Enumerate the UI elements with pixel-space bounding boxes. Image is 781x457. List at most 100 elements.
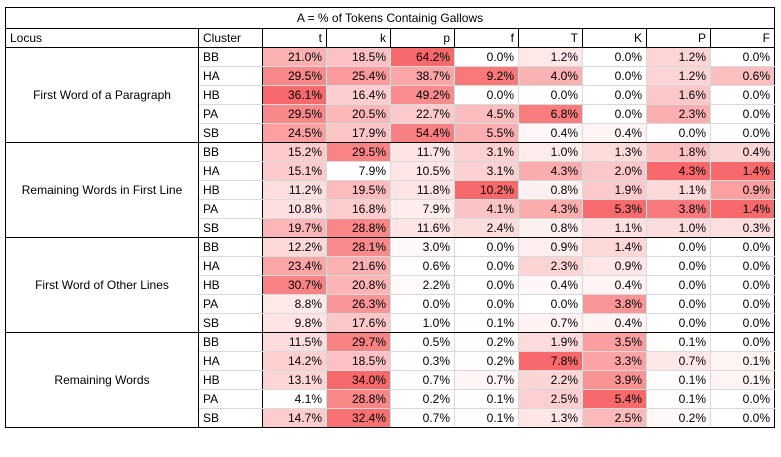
value-cell[interactable]: 0.0% [454, 275, 519, 295]
value-cell[interactable]: 1.3% [518, 408, 583, 428]
value-cell[interactable]: 6.8% [518, 104, 583, 124]
cluster-cell[interactable]: HB [198, 180, 263, 200]
locus-cell[interactable]: First Word of a Paragraph [5, 47, 199, 143]
value-cell[interactable]: 0.1% [454, 389, 519, 409]
value-cell[interactable]: 0.2% [390, 389, 455, 409]
value-cell[interactable]: 0.4% [582, 123, 647, 143]
value-cell[interactable]: 1.3% [582, 142, 647, 162]
value-cell[interactable]: 0.0% [646, 123, 711, 143]
value-cell[interactable]: 0.0% [646, 313, 711, 333]
value-cell[interactable]: 0.6% [710, 66, 775, 86]
header-cluster[interactable]: Cluster [198, 28, 263, 48]
value-cell[interactable]: 9.2% [454, 66, 519, 86]
value-cell[interactable]: 3.9% [582, 370, 647, 390]
value-cell[interactable]: 0.0% [454, 85, 519, 105]
value-cell[interactable]: 2.5% [582, 408, 647, 428]
value-cell[interactable]: 0.0% [646, 275, 711, 295]
value-cell[interactable]: 4.1% [454, 199, 519, 219]
value-cell[interactable]: 1.1% [582, 218, 647, 238]
value-cell[interactable]: 5.3% [582, 199, 647, 219]
value-cell[interactable]: 0.9% [710, 180, 775, 200]
value-cell[interactable]: 0.0% [454, 294, 519, 314]
value-cell[interactable]: 0.4% [582, 275, 647, 295]
value-cell[interactable]: 0.1% [646, 370, 711, 390]
value-cell[interactable]: 0.0% [646, 256, 711, 276]
value-cell[interactable]: 0.7% [390, 408, 455, 428]
value-cell[interactable]: 38.7% [390, 66, 455, 86]
value-cell[interactable]: 0.0% [710, 313, 775, 333]
value-cell[interactable]: 24.5% [262, 123, 327, 143]
value-cell[interactable]: 32.4% [326, 408, 391, 428]
value-cell[interactable]: 2.3% [518, 256, 583, 276]
cluster-cell[interactable]: BB [198, 237, 263, 257]
value-cell[interactable]: 16.4% [326, 85, 391, 105]
value-cell[interactable]: 0.1% [454, 408, 519, 428]
value-cell[interactable]: 0.0% [582, 47, 647, 67]
value-cell[interactable]: 0.0% [518, 294, 583, 314]
value-cell[interactable]: 3.0% [390, 237, 455, 257]
value-cell[interactable]: 0.1% [646, 332, 711, 352]
value-cell[interactable]: 1.9% [582, 180, 647, 200]
value-cell[interactable]: 18.5% [326, 47, 391, 67]
header-col-2[interactable]: p [390, 28, 455, 48]
value-cell[interactable]: 0.0% [710, 332, 775, 352]
cluster-cell[interactable]: SB [198, 123, 263, 143]
value-cell[interactable]: 4.3% [518, 161, 583, 181]
cluster-cell[interactable]: HA [198, 256, 263, 276]
value-cell[interactable]: 2.0% [582, 161, 647, 181]
value-cell[interactable]: 64.2% [390, 47, 455, 67]
value-cell[interactable]: 0.4% [518, 275, 583, 295]
value-cell[interactable]: 1.1% [646, 180, 711, 200]
value-cell[interactable]: 0.0% [710, 47, 775, 67]
value-cell[interactable]: 11.8% [390, 180, 455, 200]
value-cell[interactable]: 2.3% [646, 104, 711, 124]
value-cell[interactable]: 0.0% [710, 275, 775, 295]
value-cell[interactable]: 2.2% [390, 275, 455, 295]
value-cell[interactable]: 3.5% [582, 332, 647, 352]
value-cell[interactable]: 7.9% [390, 199, 455, 219]
value-cell[interactable]: 0.3% [710, 218, 775, 238]
value-cell[interactable]: 2.5% [518, 389, 583, 409]
value-cell[interactable]: 0.0% [710, 256, 775, 276]
value-cell[interactable]: 1.2% [646, 47, 711, 67]
cluster-cell[interactable]: HB [198, 85, 263, 105]
value-cell[interactable]: 0.0% [646, 294, 711, 314]
value-cell[interactable]: 0.7% [518, 313, 583, 333]
value-cell[interactable]: 21.6% [326, 256, 391, 276]
value-cell[interactable]: 3.8% [582, 294, 647, 314]
value-cell[interactable]: 0.0% [582, 104, 647, 124]
value-cell[interactable]: 28.1% [326, 237, 391, 257]
value-cell[interactable]: 4.1% [262, 389, 327, 409]
value-cell[interactable]: 0.0% [454, 237, 519, 257]
cluster-cell[interactable]: HB [198, 370, 263, 390]
value-cell[interactable]: 1.8% [646, 142, 711, 162]
value-cell[interactable]: 19.5% [326, 180, 391, 200]
header-col-7[interactable]: F [710, 28, 775, 48]
value-cell[interactable]: 9.8% [262, 313, 327, 333]
value-cell[interactable]: 18.5% [326, 351, 391, 371]
value-cell[interactable]: 4.3% [646, 161, 711, 181]
value-cell[interactable]: 13.1% [262, 370, 327, 390]
cluster-cell[interactable]: SB [198, 408, 263, 428]
value-cell[interactable]: 11.7% [390, 142, 455, 162]
value-cell[interactable]: 0.2% [454, 332, 519, 352]
value-cell[interactable]: 0.6% [390, 256, 455, 276]
value-cell[interactable]: 29.5% [262, 66, 327, 86]
value-cell[interactable]: 1.0% [646, 218, 711, 238]
value-cell[interactable]: 14.7% [262, 408, 327, 428]
value-cell[interactable]: 26.3% [326, 294, 391, 314]
value-cell[interactable]: 11.6% [390, 218, 455, 238]
value-cell[interactable]: 0.1% [710, 351, 775, 371]
value-cell[interactable]: 1.0% [518, 142, 583, 162]
value-cell[interactable]: 10.5% [390, 161, 455, 181]
value-cell[interactable]: 29.5% [262, 104, 327, 124]
value-cell[interactable]: 25.4% [326, 66, 391, 86]
value-cell[interactable]: 7.9% [326, 161, 391, 181]
value-cell[interactable]: 29.5% [326, 142, 391, 162]
value-cell[interactable]: 0.0% [390, 294, 455, 314]
header-col-5[interactable]: K [582, 28, 647, 48]
value-cell[interactable]: 1.0% [390, 313, 455, 333]
cluster-cell[interactable]: HA [198, 161, 263, 181]
value-cell[interactable]: 3.1% [454, 142, 519, 162]
table-title[interactable]: A = % of Tokens Containig Gallows [5, 7, 775, 29]
